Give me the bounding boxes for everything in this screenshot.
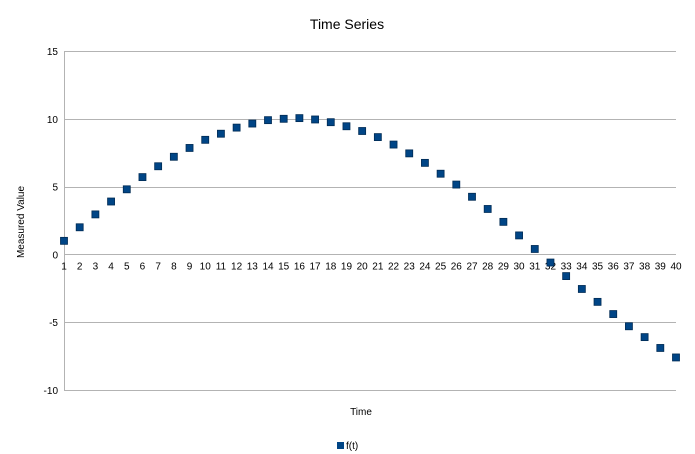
data-point [421,158,429,167]
y-tick-label: 10 [47,115,59,126]
y-axis-label: Measured Value [16,186,27,259]
data-point [279,114,288,123]
x-tick-label: 31 [529,261,541,272]
x-tick-label: 35 [592,261,604,272]
x-tick-label: 26 [451,261,463,272]
x-tick-label: 34 [576,261,588,272]
x-tick-label: 14 [262,261,274,272]
data-point [248,119,257,128]
data-point [452,180,461,189]
data-point [326,118,335,127]
x-tick-labels: 1 2 3 4 5 6 7 8 9 10 11 12 13 14 15 16 17 18 19 20 21 22 23 24 2… [61,261,682,272]
x-tick-label: 36 [608,261,620,272]
data-point [389,140,398,149]
x-tick-label: 9 [187,261,193,272]
data-point [577,285,586,293]
x-tick-label: 24 [419,261,431,272]
x-tick-label: 17 [310,261,322,272]
x-tick-label: 15 [278,261,290,272]
x-tick-label: 25 [435,261,447,272]
y-tick-label: -5 [49,318,58,329]
data-point [201,135,210,144]
x-tick-label: 29 [498,261,510,272]
data-point [107,197,115,206]
data-point [405,149,414,158]
x-tick-label: 10 [200,261,212,272]
x-tick-label: 33 [561,261,573,272]
x-tick-label: 6 [140,261,146,272]
x-tick-label: 37 [623,261,635,272]
data-point [609,310,618,318]
data-point [185,144,194,152]
x-tick-label: 18 [325,261,337,272]
x-tick-label: 11 [216,261,227,272]
x-tick-label: 16 [294,261,306,272]
data-point [499,217,508,226]
data-point [468,192,476,201]
data-point [75,223,84,232]
x-tick-label: 40 [670,261,682,272]
data-point [217,129,225,138]
x-tick-label: 28 [482,261,494,272]
x-tick-label: 32 [545,261,557,272]
x-tick-label: 23 [404,261,416,272]
data-point [154,162,163,171]
x-tick-label: 8 [171,261,177,272]
x-tick-label: 30 [514,261,526,272]
legend-label: f(t) [346,441,358,452]
x-tick-label: 20 [357,261,369,272]
data-point [358,127,367,135]
y-tick-labels: 15 10 5 0 -5 -10 [44,47,59,397]
data-point [562,272,571,280]
x-tick-label: 5 [124,261,130,272]
data-point [264,116,272,125]
data-point [593,297,602,306]
data-point [373,133,382,142]
x-tick-label: 2 [77,261,83,272]
data-point [169,152,178,161]
data-point [122,185,131,194]
data-point [656,344,665,352]
data-point [91,210,100,219]
y-tick-label: 5 [52,183,58,194]
data-point [311,115,319,124]
x-tick-label: 13 [247,261,259,272]
data-point [138,173,147,182]
data-point [515,231,523,240]
x-tick-label: 27 [466,261,478,272]
data-point [640,333,649,342]
data-points [60,114,680,362]
legend: f(t) [337,441,358,452]
data-point [295,114,304,123]
data-point [672,353,680,362]
x-tick-label: 39 [655,261,667,272]
data-point [546,258,555,267]
data-point [342,122,351,131]
y-tick-label: 15 [47,47,59,58]
y-tick-label: -10 [44,386,59,397]
x-axis-label: Time [350,407,372,418]
x-tick-label: 4 [108,261,114,272]
x-tick-label: 7 [155,261,161,272]
grid-lines [64,51,676,391]
x-tick-label: 12 [231,261,243,272]
data-point [530,245,539,253]
legend-marker [337,442,344,449]
y-tick-label: 0 [52,250,58,261]
x-tick-label: 1 [61,261,67,272]
data-point [60,236,68,245]
data-point [232,123,241,132]
x-tick-label: 38 [639,261,651,272]
x-tick-label: 22 [388,261,400,272]
x-tick-label: 3 [93,261,99,272]
x-tick-label: 19 [341,261,353,272]
data-point [436,169,445,178]
data-point [625,322,633,331]
chart-title: Time Series [310,16,384,32]
data-point [483,205,492,213]
x-tick-label: 21 [372,261,384,272]
